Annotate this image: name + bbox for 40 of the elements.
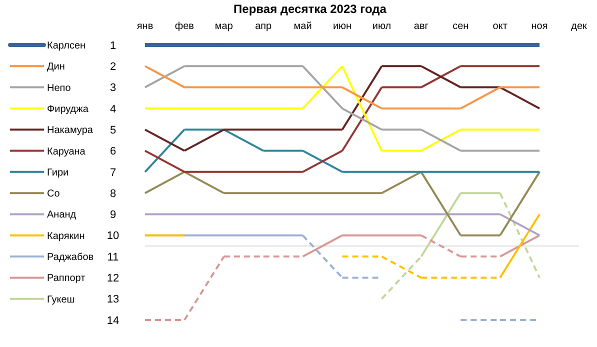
- x-tick-label: янв: [136, 21, 154, 32]
- legend-label: Непо: [47, 82, 72, 94]
- y-tick-label: 5: [110, 124, 116, 136]
- x-tick-label: апр: [255, 21, 272, 32]
- legend-label: Карякин: [47, 230, 85, 242]
- x-tick-label: июл: [372, 21, 392, 32]
- y-tick-label: 3: [110, 82, 116, 94]
- y-tick-label: 4: [110, 103, 116, 116]
- legend-label: Гири: [47, 167, 69, 178]
- legend-label: Каруана: [47, 146, 86, 158]
- y-tick-label: 14: [106, 314, 120, 327]
- legend-label: Фируджа: [47, 104, 89, 115]
- legend-label: Гукеш: [47, 294, 75, 306]
- y-tick-label: 9: [110, 209, 116, 222]
- y-tick-label: 1: [110, 40, 116, 52]
- y-tick-label: 11: [107, 251, 119, 264]
- y-tick-label: 7: [110, 166, 116, 179]
- y-tick-label: 12: [106, 272, 120, 285]
- x-tick-label: дек: [571, 21, 588, 32]
- x-tick-label: мар: [214, 21, 234, 32]
- legend-label: Со: [47, 188, 60, 200]
- legend-label: Раппорт: [47, 273, 86, 284]
- y-tick-label: 6: [110, 146, 116, 158]
- legend-label: Дин: [47, 62, 65, 73]
- x-tick-label: авг: [414, 21, 429, 32]
- x-tick-label: фев: [174, 21, 194, 32]
- legend-label: Раджабов: [47, 252, 94, 264]
- x-tick-label: ноя: [531, 21, 548, 32]
- legend-label: Накамура: [47, 125, 94, 136]
- y-tick-label: 13: [106, 294, 120, 306]
- chart-title: Первая десятка 2023 года: [234, 2, 387, 16]
- y-tick-label: 2: [110, 61, 116, 74]
- y-tick-label: 10: [106, 230, 120, 242]
- x-tick-label: сен: [452, 21, 469, 32]
- x-tick-label: июн: [332, 21, 352, 32]
- y-tick-label: 8: [110, 188, 116, 200]
- x-tick-label: май: [294, 21, 312, 32]
- legend-label: Карлсен: [47, 40, 86, 52]
- legend-label: Ананд: [47, 210, 76, 221]
- x-tick-label: окт: [492, 21, 508, 32]
